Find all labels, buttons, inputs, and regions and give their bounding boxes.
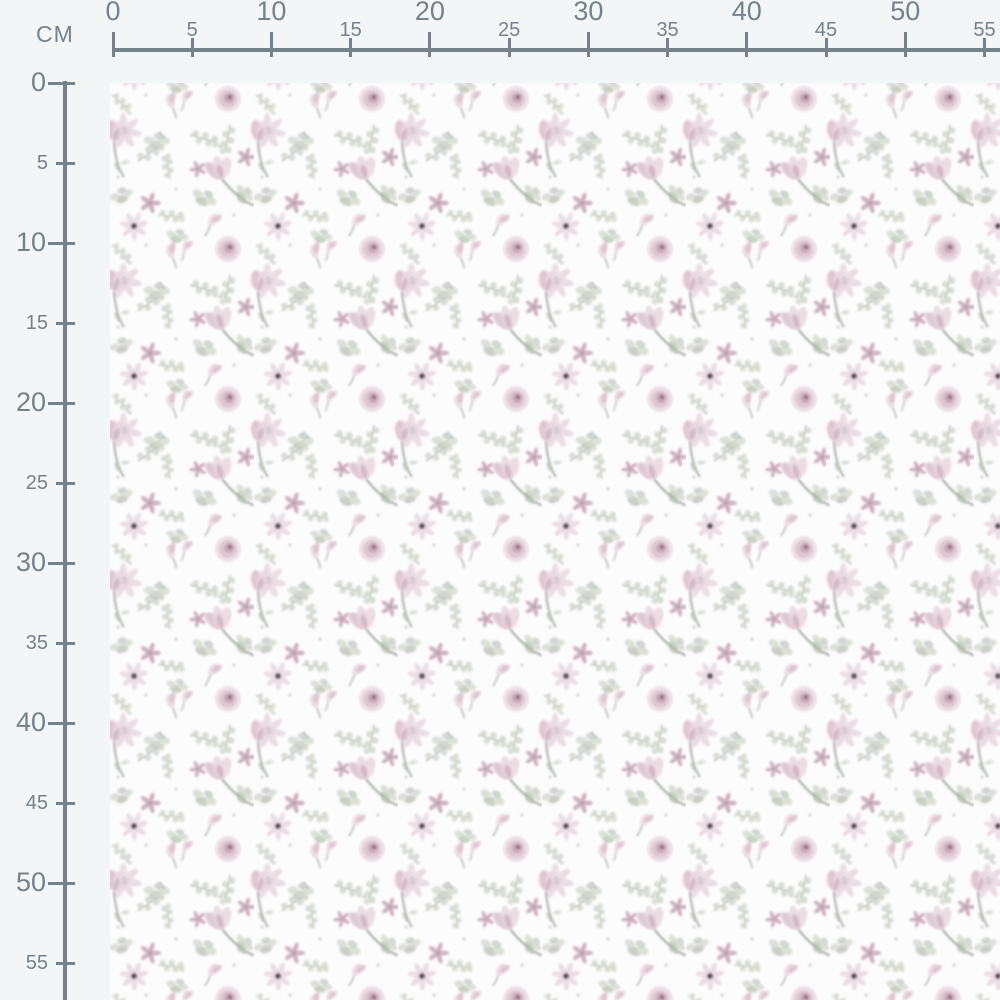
ruler-tick-label: 45	[25, 792, 48, 814]
ruler-tick	[982, 38, 986, 57]
ruler-tick	[48, 881, 75, 885]
ruler-tick	[48, 241, 75, 245]
ruler-tick	[111, 32, 115, 57]
ruler-tick-label: 40	[731, 0, 762, 26]
ruler-tick-label: 0	[105, 0, 121, 26]
ruler-tick	[56, 321, 75, 325]
ruler-tick-label: 45	[814, 19, 838, 41]
ruler-tick	[56, 641, 75, 645]
ruler-tick	[48, 401, 75, 405]
ruler-tick	[666, 38, 670, 57]
ruler-tick-label: 55	[25, 952, 48, 974]
ruler-tick	[349, 38, 353, 57]
ruler-tick-label: 35	[656, 19, 679, 41]
ruler-left-line	[63, 81, 67, 1000]
ruler-tick-label: 20	[414, 0, 445, 26]
ruler-tick	[824, 38, 828, 57]
ruler-tick-label: 50	[15, 867, 46, 897]
ruler-tick	[48, 561, 75, 565]
ruler-tick-label: 25	[25, 472, 48, 494]
fabric-swatch[interactable]	[110, 83, 1000, 1000]
ruler-tick	[48, 81, 75, 85]
unit-label: CM	[36, 21, 74, 47]
ruler-tick-label: 30	[15, 547, 46, 577]
ruler-tick	[48, 721, 75, 725]
ruler-tick-label: 55	[973, 19, 996, 41]
ruler-tick	[745, 32, 749, 57]
fabric-pattern-svg	[110, 83, 1000, 1000]
ruler-tick-label: 15	[339, 19, 362, 41]
ruler-tick	[428, 32, 432, 57]
ruler-tick	[56, 801, 75, 805]
ruler-tick-label: 35	[25, 632, 48, 654]
ruler-tick	[190, 38, 194, 57]
ruler-tick-label: 10	[15, 227, 46, 257]
ruler-tick	[56, 481, 75, 485]
ruler-tick-label: 40	[15, 707, 46, 737]
ruler-tick-label: 20	[15, 387, 46, 417]
ruler-tick	[56, 161, 75, 165]
ruler-top-line	[112, 48, 1000, 52]
ruler-tick-label: 5	[36, 152, 48, 174]
ruler-tick-label: 10	[256, 0, 287, 26]
ruler-tick-label: 15	[25, 312, 48, 334]
ruler-tick	[269, 32, 273, 57]
ruler-tick-label: 50	[890, 0, 921, 26]
ruler-tick-label: 0	[30, 67, 46, 97]
ruler-tick-label: 5	[186, 19, 198, 41]
ruler-tick-label: 30	[573, 0, 604, 26]
ruler-tick	[903, 32, 907, 57]
ruler-tick-label: 25	[498, 19, 521, 41]
ruler-tick	[586, 32, 590, 57]
ruler-tick	[507, 38, 511, 57]
ruler-tick	[56, 961, 75, 965]
